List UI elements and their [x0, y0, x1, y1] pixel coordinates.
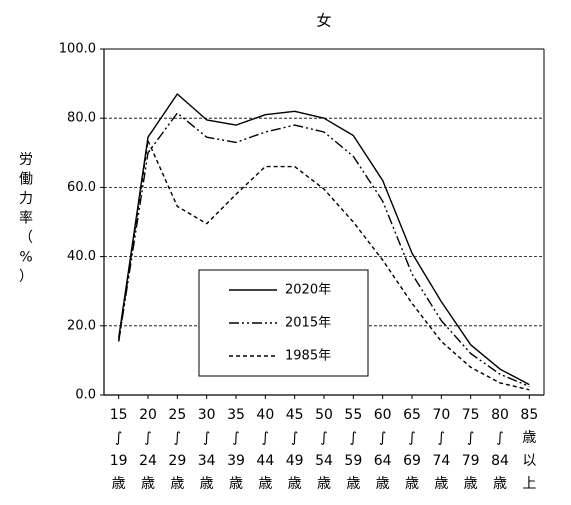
x-tick-label: 54: [315, 453, 333, 469]
x-tick-label: 24: [139, 453, 157, 469]
x-tick-label: 上: [522, 476, 536, 492]
x-tick-label: 34: [198, 453, 216, 469]
x-tick-label: 歳: [434, 476, 448, 492]
x-tick-label: 以: [522, 453, 536, 469]
x-tick-label: 歳: [493, 476, 507, 492]
x-tick-label: 49: [286, 453, 304, 469]
y-axis-label: %: [19, 250, 32, 266]
x-tick-label: ∫: [174, 430, 181, 446]
x-tick-label: 29: [168, 453, 186, 469]
legend-label: 1985年: [285, 349, 331, 364]
y-axis-label: 率: [19, 210, 33, 227]
x-tick-label: ∫: [144, 430, 151, 446]
x-tick-label: 44: [256, 453, 274, 469]
x-tick-label: 75: [462, 407, 480, 423]
x-tick-label: 歳: [522, 430, 536, 446]
x-tick-label: 84: [491, 453, 509, 469]
y-tick-label: 40.0: [67, 249, 96, 264]
x-tick-label: 55: [344, 407, 362, 423]
x-tick-label: 64: [374, 453, 392, 469]
y-axis-label: 力: [19, 191, 33, 207]
x-tick-label: 65: [403, 407, 421, 423]
x-tick-label: 79: [462, 453, 480, 469]
y-axis-label: 労: [19, 152, 33, 168]
x-tick-label: 70: [432, 407, 450, 423]
x-tick-label: 歳: [258, 476, 272, 492]
y-tick-label: 100.0: [59, 42, 96, 57]
x-tick-label: ∫: [262, 430, 269, 446]
x-tick-label: 80: [491, 407, 509, 423]
x-tick-label: 歳: [405, 476, 419, 492]
x-tick-label: 19: [110, 453, 128, 469]
x-tick-label: ∫: [496, 430, 503, 446]
x-tick-label: ∫: [232, 430, 239, 446]
x-tick-label: ∫: [467, 430, 474, 446]
x-tick-label: 39: [227, 453, 245, 469]
y-axis-label: 働: [19, 172, 33, 188]
chart-title: 女: [316, 12, 331, 30]
x-tick-label: 74: [432, 453, 450, 469]
x-tick-label: 40: [256, 407, 274, 423]
x-tick-label: ∫: [438, 430, 445, 446]
x-tick-label: 歳: [346, 476, 360, 492]
x-tick-label: 30: [198, 407, 216, 423]
x-tick-label: ∫: [291, 430, 298, 446]
x-tick-label: 歳: [141, 476, 155, 492]
x-tick-label: 歳: [317, 476, 331, 492]
x-tick-label: 歳: [170, 476, 184, 492]
x-tick-label: ∫: [408, 430, 415, 446]
legend-label: 2020年: [285, 283, 331, 298]
y-axis-label: （: [19, 230, 33, 246]
series-line-2015年: [118, 112, 530, 388]
x-tick-label: 15: [110, 407, 128, 423]
x-tick-label: 20: [139, 407, 157, 423]
y-axis-label: ）: [19, 269, 33, 285]
x-tick-label: 歳: [229, 476, 243, 492]
x-tick-label: 45: [286, 407, 304, 423]
x-tick-label: ∫: [115, 430, 122, 446]
x-tick-label: 35: [227, 407, 245, 423]
legend-box: [198, 269, 369, 377]
x-tick-label: ∫: [203, 430, 210, 446]
y-tick-label: 80.0: [67, 111, 96, 126]
y-tick-label: 20.0: [67, 318, 96, 333]
x-tick-label: 50: [315, 407, 333, 423]
x-tick-label: ∫: [379, 430, 386, 446]
x-tick-label: 59: [344, 453, 362, 469]
series-line-1985年: [118, 139, 530, 391]
x-tick-label: 歳: [376, 476, 390, 492]
x-tick-label: 歳: [288, 476, 302, 492]
x-tick-label: ∫: [350, 430, 357, 446]
series-line-2020年: [118, 93, 530, 386]
x-tick-label: 歳: [464, 476, 478, 492]
x-tick-label: 85: [520, 407, 538, 423]
x-tick-label: ∫: [320, 430, 327, 446]
legend-label: 2015年: [285, 316, 331, 331]
x-tick-label: 60: [374, 407, 392, 423]
x-tick-label: 69: [403, 453, 421, 469]
x-tick-label: 歳: [200, 476, 214, 492]
y-tick-label: 60.0: [67, 180, 96, 195]
y-tick-label: 0.0: [75, 388, 96, 403]
x-tick-label: 歳: [112, 476, 126, 492]
x-tick-label: 25: [168, 407, 186, 423]
